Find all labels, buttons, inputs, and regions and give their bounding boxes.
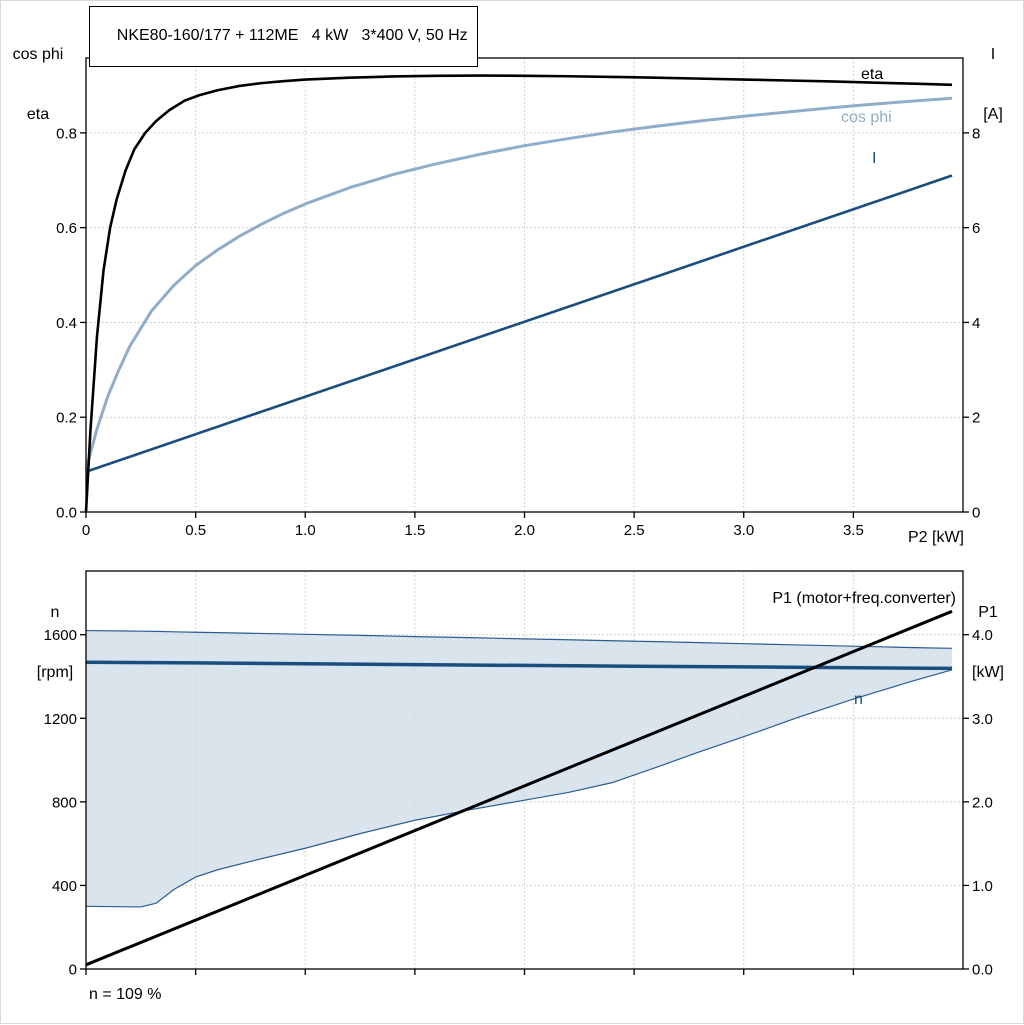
- left-tick-label: 1200: [44, 711, 77, 728]
- x-tick-label: 2.0: [514, 522, 535, 539]
- upper-left-axis-title: cos phi eta: [7, 5, 69, 165]
- x-tick-label: 0.5: [185, 522, 206, 539]
- right-tick-label: 2.0: [972, 794, 993, 811]
- right-tick-label: 3.0: [972, 711, 993, 728]
- upper-right-axis-title: I [A]: [973, 5, 1013, 165]
- left-tick-label: 800: [52, 794, 77, 811]
- x-tick-label: 0: [82, 522, 90, 539]
- left-axis-title-cos-phi: cos phi: [12, 46, 64, 63]
- left-tick-label: 0: [69, 962, 77, 979]
- left-tick-label: 0.4: [56, 315, 77, 332]
- right-axis-title-power: P1: [978, 604, 998, 621]
- series-eta: [84, 74, 953, 513]
- x-tick-label: 2.5: [624, 522, 645, 539]
- series-current: [85, 174, 953, 473]
- lower-left-axis-title: n [rpm]: [27, 563, 83, 723]
- series-label-p1: P1 (motor+freq.converter): [772, 590, 956, 607]
- left-tick-label: 400: [52, 878, 77, 895]
- upper-chart-motor-curves: 0 0.5 1.0 1.5 2.0 2.5 3.0 3.5 0.0 0.2 0.4 0.6 0.8 0 2 4…: [56, 57, 980, 539]
- right-tick-label: 4.0: [972, 627, 993, 644]
- left-axis-title-eta: eta: [26, 106, 50, 123]
- series-label-cos-phi: cos phi: [841, 109, 892, 126]
- right-tick-label: 4: [972, 315, 980, 332]
- left-axis-title-speed-unit: [rpm]: [36, 664, 74, 681]
- chart-title: NKE80-160/177 + 112ME 4 kW 3*400 V, 50 H…: [116, 27, 468, 44]
- left-tick-label: 0.0: [56, 505, 77, 522]
- lower-right-axis-title: P1 [kW]: [965, 563, 1011, 723]
- right-tick-label: 6: [972, 220, 980, 237]
- series-label-current: I: [872, 150, 877, 167]
- series-p1-power: [85, 609, 953, 967]
- series-cos-phi: [84, 96, 953, 470]
- x-tick-label: 3.0: [733, 522, 754, 539]
- right-axis-title-power-unit: [kW]: [972, 664, 1004, 681]
- x-tick-label: 3.5: [843, 522, 864, 539]
- lower-chart-speed-power: 0 400 800 1200 1600 0.0 1.0 2.0 3.0 4.0: [44, 570, 993, 979]
- speed-percent-footnote: n = 109 %: [89, 986, 162, 1003]
- right-tick-label: 0: [972, 505, 980, 522]
- left-tick-label: 0.8: [56, 125, 77, 142]
- right-tick-label: 1.0: [972, 878, 993, 895]
- speed-operating-range-upper-bound: [85, 629, 953, 649]
- series-label-eta: eta: [861, 66, 884, 83]
- speed-operating-range-area: [86, 630, 953, 907]
- chart-title-box: NKE80-160/177 + 112ME 4 kW 3*400 V, 50 H…: [89, 6, 478, 67]
- series-label-speed: n: [854, 691, 863, 708]
- left-axis-title-speed: n: [50, 604, 60, 621]
- left-tick-label: 0.6: [56, 220, 77, 237]
- right-tick-label: 8: [972, 125, 980, 142]
- x-tick-label: 1.5: [404, 522, 425, 539]
- right-tick-label: 2: [972, 410, 980, 427]
- right-axis-title-current-unit: [A]: [983, 106, 1003, 123]
- x-axis-title: P2 [kW]: [907, 529, 964, 546]
- x-tick-label: 1.0: [295, 522, 316, 539]
- left-tick-label: 1600: [44, 627, 77, 644]
- right-tick-label: 0.0: [972, 962, 993, 979]
- left-tick-label: 0.2: [56, 410, 77, 427]
- right-axis-title-current: I: [990, 46, 996, 63]
